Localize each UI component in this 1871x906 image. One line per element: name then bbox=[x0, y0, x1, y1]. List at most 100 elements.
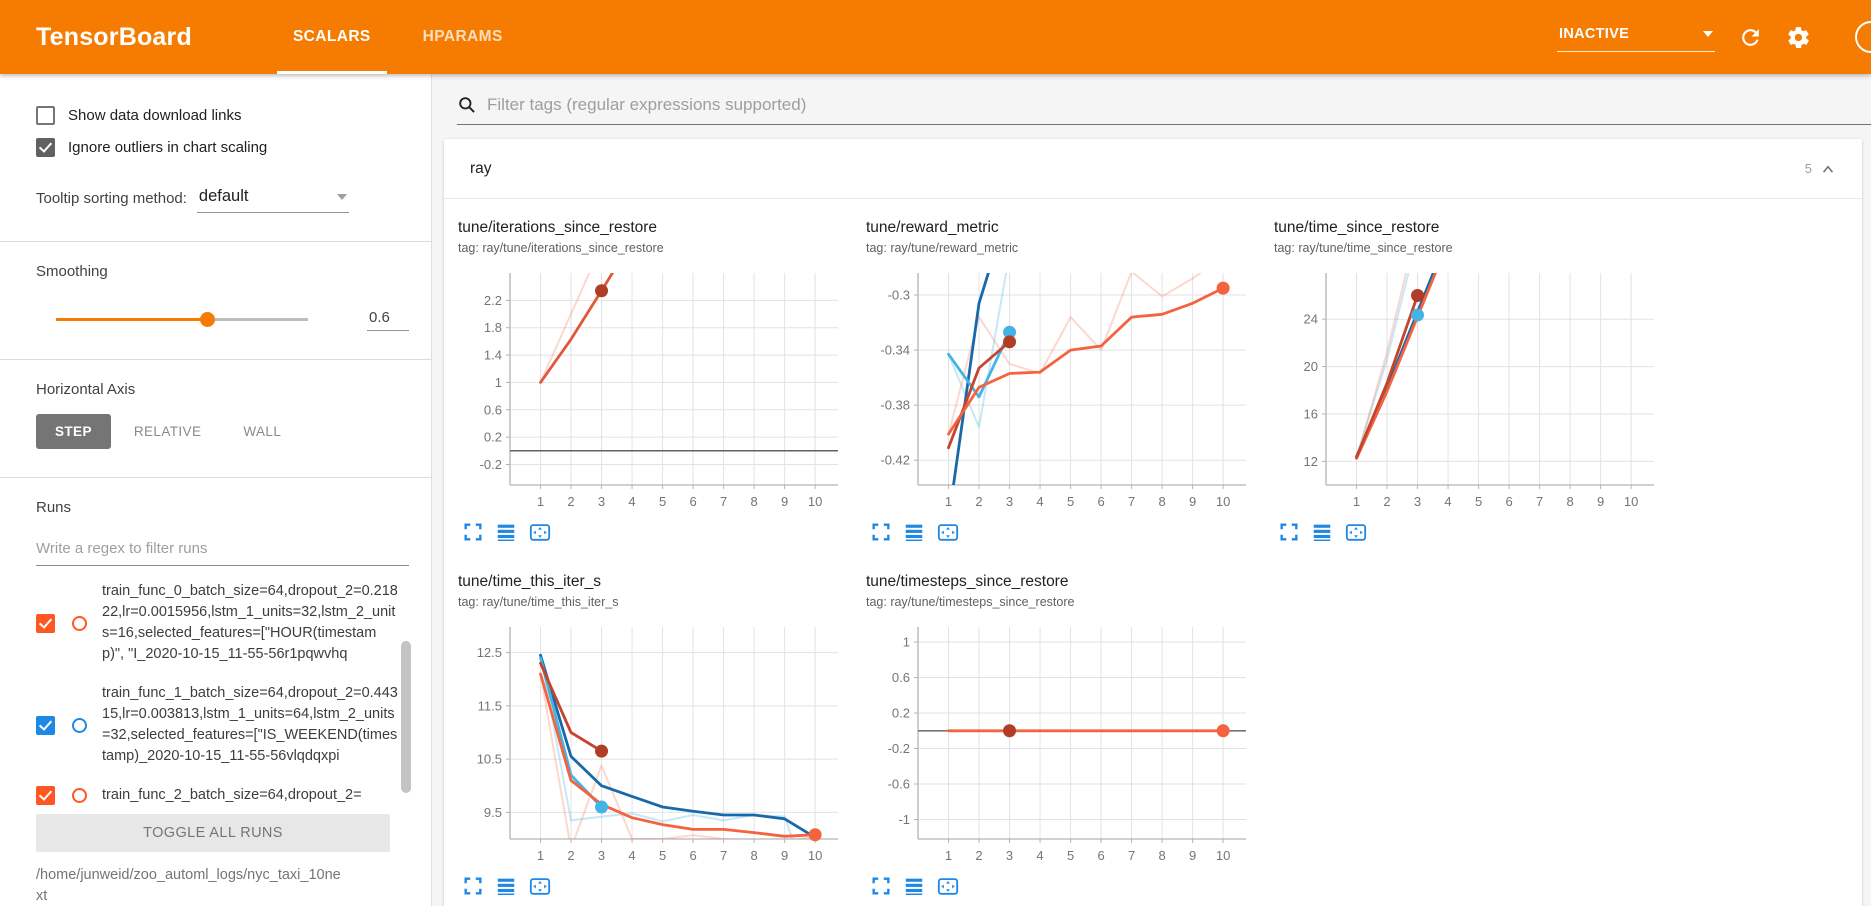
svg-text:1: 1 bbox=[1353, 494, 1360, 509]
run-checkbox-icon[interactable] bbox=[36, 786, 55, 805]
tab-hparams[interactable]: HPARAMS bbox=[422, 28, 503, 45]
svg-text:9: 9 bbox=[1189, 494, 1196, 509]
svg-text:8: 8 bbox=[1566, 494, 1573, 509]
checkbox-label: Ignore outliers in chart scaling bbox=[68, 139, 268, 156]
expand-chart-icon[interactable] bbox=[462, 875, 484, 897]
toggle-all-runs-button[interactable]: TOGGLE ALL RUNS bbox=[36, 814, 390, 852]
tooltip-sorting-row: Tooltip sorting method: default bbox=[36, 187, 409, 213]
axis-button-wall[interactable]: WALL bbox=[243, 424, 282, 439]
runs-selector-icon[interactable] bbox=[903, 521, 925, 543]
tab-scalars[interactable]: SCALARS bbox=[267, 0, 397, 74]
chart-toolbar bbox=[866, 875, 1274, 897]
ignore-outliers-checkbox-row[interactable]: Ignore outliers in chart scaling bbox=[36, 138, 409, 157]
fit-domain-icon[interactable] bbox=[1344, 521, 1368, 543]
runs-selector-icon[interactable] bbox=[495, 521, 517, 543]
runs-filter-input[interactable] bbox=[36, 536, 409, 566]
run-name: train_func_1_batch_size=64,dropout_2=0.4… bbox=[102, 685, 398, 764]
show-download-links-checkbox-row[interactable]: Show data download links bbox=[36, 106, 409, 125]
refresh-icon bbox=[1741, 28, 1759, 46]
search-icon bbox=[459, 97, 475, 113]
runs-scrollbar[interactable] bbox=[401, 641, 411, 793]
chart-plot[interactable]: 1 2 3 4 5 6 7 8 9 10 -0.2 0.2 0.6 1 1.4 1.8 2.2 bbox=[458, 265, 852, 517]
chevron-down-icon bbox=[1703, 31, 1713, 37]
settings-button[interactable] bbox=[1785, 24, 1811, 50]
tooltip-sorting-select[interactable]: default bbox=[196, 187, 349, 213]
svg-text:8: 8 bbox=[1158, 848, 1165, 863]
smoothing-value-input[interactable] bbox=[367, 307, 409, 331]
tooltip-sorting-label: Tooltip sorting method: bbox=[36, 190, 187, 207]
divider bbox=[0, 241, 431, 242]
runs-selector-icon[interactable] bbox=[495, 875, 517, 897]
refresh-button[interactable] bbox=[1737, 24, 1763, 50]
chart-plot[interactable]: 1 2 3 4 5 6 7 8 9 10 -1 -0.6 -0.2 0.2 0.6 1 bbox=[866, 619, 1260, 871]
chart-title: tune/iterations_since_restore bbox=[458, 219, 658, 236]
svg-text:6: 6 bbox=[1097, 848, 1104, 863]
slider-thumb[interactable] bbox=[200, 312, 216, 327]
run-checkbox-icon[interactable] bbox=[36, 715, 55, 735]
run-item[interactable]: train_func_0_batch_size=64,dropout_2=0.2… bbox=[36, 572, 409, 674]
svg-text:3: 3 bbox=[1006, 494, 1013, 509]
axis-button-relative[interactable]: RELATIVE bbox=[133, 424, 202, 439]
svg-text:11.5: 11.5 bbox=[478, 698, 502, 713]
svg-text:5: 5 bbox=[1067, 494, 1074, 509]
chart-plot[interactable]: 1 2 3 4 5 6 7 8 9 10 9.5 10.5 11.5 12.5 bbox=[458, 619, 852, 871]
checkbox-icon[interactable] bbox=[36, 106, 55, 125]
svg-text:-0.2: -0.2 bbox=[888, 741, 910, 756]
svg-text:-0.6: -0.6 bbox=[888, 777, 910, 792]
gear-icon bbox=[1787, 26, 1809, 48]
expand-chart-icon[interactable] bbox=[870, 875, 892, 897]
fit-domain-icon[interactable] bbox=[528, 875, 552, 897]
chart-card: tune/iterations_since_restore tag: ray/t… bbox=[458, 219, 866, 543]
fit-domain-icon[interactable] bbox=[528, 521, 552, 543]
main-area: ray 5 tune/iterations_since_restore tag:… bbox=[432, 74, 1871, 906]
svg-text:12.5: 12.5 bbox=[477, 645, 502, 660]
smoothing-slider[interactable] bbox=[56, 312, 308, 327]
tag-group-name: ray bbox=[470, 159, 492, 177]
tag-group-header[interactable]: ray 5 bbox=[444, 139, 1862, 199]
svg-text:7: 7 bbox=[720, 494, 727, 509]
fit-domain-icon[interactable] bbox=[936, 875, 960, 897]
tag-filter-bar bbox=[457, 95, 1871, 125]
chart-tag: tag: ray/tune/reward_metric bbox=[866, 241, 1019, 255]
expand-chart-icon[interactable] bbox=[870, 521, 892, 543]
svg-text:9: 9 bbox=[781, 848, 788, 863]
run-name: train_func_0_batch_size=64,dropout_2=0.2… bbox=[102, 583, 398, 662]
run-radio-icon[interactable] bbox=[72, 717, 87, 733]
svg-text:2: 2 bbox=[975, 494, 982, 509]
svg-text:2.2: 2.2 bbox=[484, 293, 502, 308]
svg-text:9: 9 bbox=[1189, 848, 1196, 863]
svg-text:3: 3 bbox=[1006, 848, 1013, 863]
axis-button-step[interactable]: STEP bbox=[36, 414, 111, 449]
svg-text:2: 2 bbox=[975, 848, 982, 863]
checkbox-icon[interactable] bbox=[36, 138, 55, 157]
run-item[interactable]: train_func_2_batch_size=64,dropout_2= bbox=[36, 776, 409, 814]
app-title: TensorBoard bbox=[36, 22, 192, 51]
svg-text:1: 1 bbox=[903, 635, 910, 650]
runs-selector-icon[interactable] bbox=[903, 875, 925, 897]
tag-filter-input[interactable] bbox=[487, 95, 1871, 115]
collapse-chevron-icon[interactable] bbox=[1820, 162, 1836, 176]
reload-status-select[interactable]: INACTIVE bbox=[1557, 22, 1715, 52]
svg-text:6: 6 bbox=[689, 494, 696, 509]
run-item[interactable]: train_func_1_batch_size=64,dropout_2=0.4… bbox=[36, 674, 409, 776]
run-name: train_func_2_batch_size=64,dropout_2= bbox=[102, 787, 362, 803]
expand-chart-icon[interactable] bbox=[462, 521, 484, 543]
svg-text:-0.3: -0.3 bbox=[888, 288, 910, 303]
run-radio-icon[interactable] bbox=[72, 788, 87, 803]
chevron-down-icon bbox=[336, 193, 347, 200]
fit-domain-icon[interactable] bbox=[936, 521, 960, 543]
svg-text:-1: -1 bbox=[898, 812, 910, 827]
svg-text:10: 10 bbox=[808, 848, 822, 863]
chart-card: tune/time_this_iter_s tag: ray/tune/time… bbox=[458, 573, 866, 897]
expand-chart-icon[interactable] bbox=[1278, 521, 1300, 543]
svg-text:6: 6 bbox=[689, 848, 696, 863]
svg-text:2: 2 bbox=[1383, 494, 1390, 509]
runs-label: Runs bbox=[36, 499, 72, 516]
svg-text:7: 7 bbox=[1128, 848, 1135, 863]
run-checkbox-icon[interactable] bbox=[36, 613, 55, 633]
chart-plot[interactable]: 1 2 3 4 5 6 7 8 9 10 -0.42 -0.38 -0.34 -0.3 bbox=[866, 265, 1260, 517]
run-radio-icon[interactable] bbox=[72, 615, 87, 631]
runs-selector-icon[interactable] bbox=[1311, 521, 1333, 543]
svg-text:10: 10 bbox=[1216, 848, 1230, 863]
